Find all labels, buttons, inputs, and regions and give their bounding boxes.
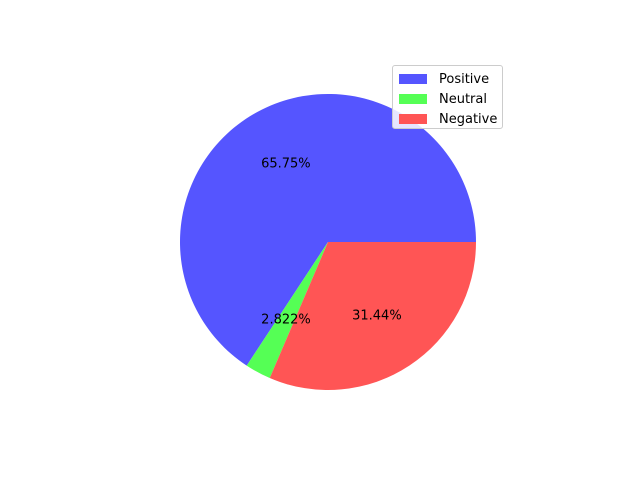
pie-label-negative: 31.44% bbox=[352, 309, 402, 324]
pie-slice-negative bbox=[269, 242, 476, 390]
pie-label-neutral: 2.822% bbox=[261, 313, 311, 328]
legend-swatch-neutral bbox=[399, 94, 427, 104]
legend-swatch-negative bbox=[399, 114, 427, 124]
pie-slices bbox=[179, 94, 476, 390]
legend-label-positive: Positive bbox=[439, 71, 490, 87]
pie-slice-positive bbox=[179, 94, 476, 366]
pie-label-positive: 65.75% bbox=[261, 156, 311, 171]
legend-item-neutral: Neutral bbox=[399, 89, 502, 109]
legend-label-neutral: Neutral bbox=[439, 91, 487, 107]
pie-slice-neutral bbox=[246, 242, 328, 379]
pie-percent-labels: 65.75% 2.822% 31.44% bbox=[261, 156, 402, 327]
legend-swatch-positive bbox=[399, 74, 427, 84]
chart-legend: Positive Neutral Negative bbox=[392, 65, 503, 129]
legend-item-positive: Positive bbox=[399, 69, 502, 89]
legend-label-negative: Negative bbox=[439, 111, 498, 127]
legend-item-negative: Negative bbox=[399, 109, 502, 129]
